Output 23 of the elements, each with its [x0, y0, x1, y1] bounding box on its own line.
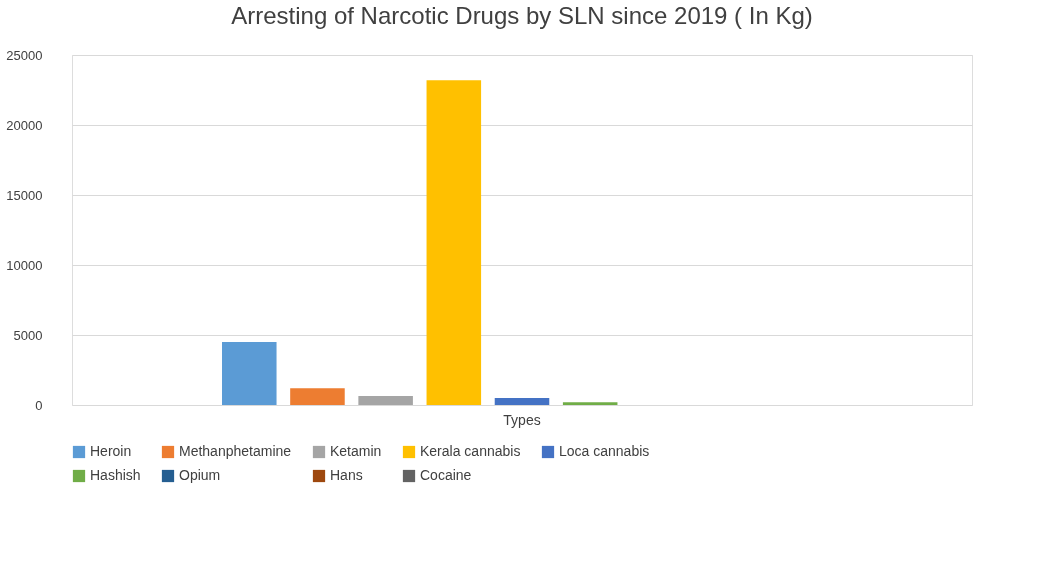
bar: [426, 80, 482, 405]
legend-label: Cocaine: [420, 467, 472, 483]
y-tick-label: 0: [35, 397, 43, 413]
legend-label: Loca cannabis: [559, 443, 650, 459]
x-tick-label: Types: [503, 411, 541, 428]
chart-title: Arresting of Narcotic Drugs by SLN since 2019 ( In Kg): [231, 2, 813, 29]
legend-label: Methanphetamine: [179, 443, 292, 459]
legend-label: Hans: [330, 467, 363, 483]
y-tick-label: 20000: [6, 117, 43, 133]
legend-label: Kerala cannabis: [420, 443, 521, 459]
legend-label: Opium: [179, 467, 221, 483]
y-tick-label: 5000: [13, 327, 43, 343]
bar: [494, 398, 550, 405]
y-tick-label: 15000: [6, 187, 43, 203]
legend-label: Heroin: [90, 443, 132, 459]
bar: [290, 388, 345, 405]
y-tick-label: 10000: [6, 257, 43, 273]
legend-label: Hashish: [90, 467, 141, 483]
bar: [562, 402, 618, 405]
bar: [358, 395, 413, 405]
y-tick-label: 25000: [6, 47, 43, 63]
bar: [222, 342, 277, 405]
legend-label: Ketamin: [330, 443, 382, 459]
